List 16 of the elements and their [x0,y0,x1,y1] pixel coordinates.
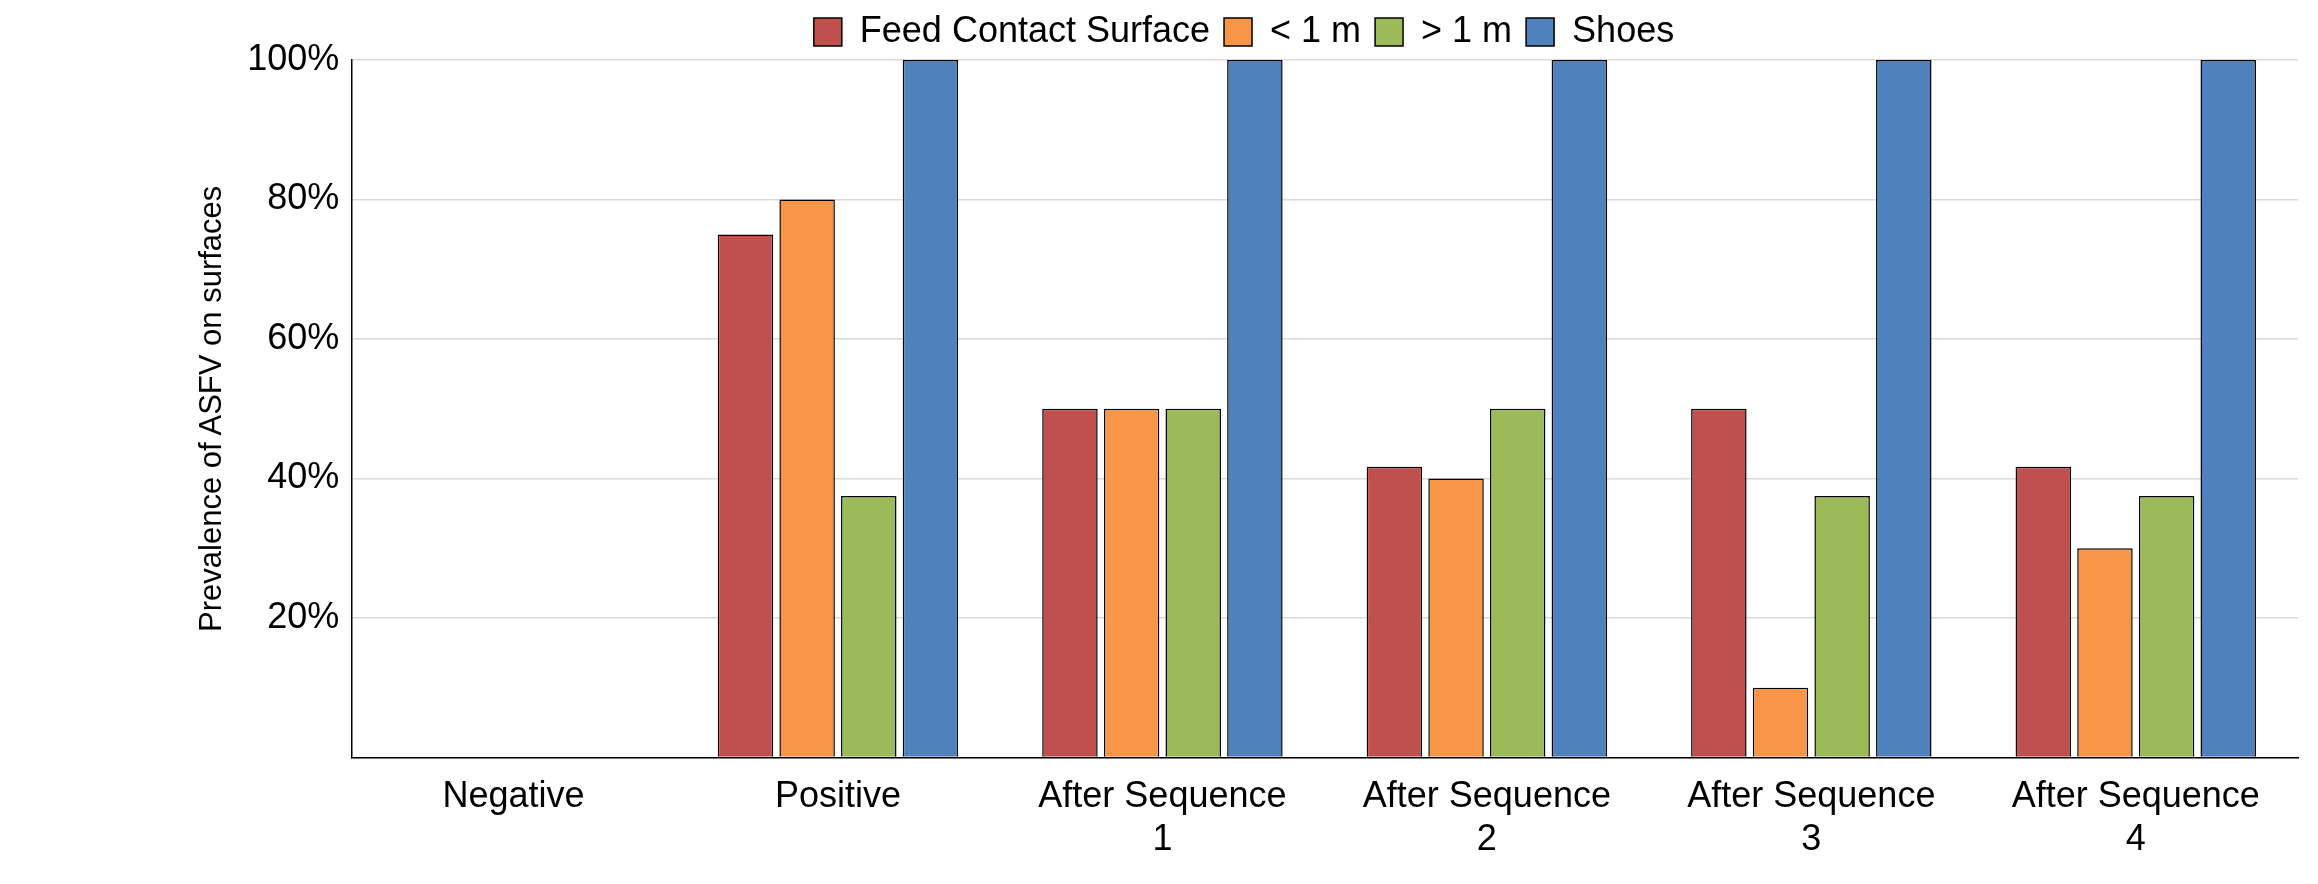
y-tick-label: 60% [267,315,340,357]
x-tick-label: Positive [774,774,901,816]
x-tick-label: Negative [442,774,585,816]
legend-label: < 1 m [1270,8,1362,50]
y-tick-label: 20% [267,595,340,636]
legend-label: Shoes [1572,8,1675,50]
x-tick-label: After Sequence 4 [2011,774,2260,859]
x-tick-label: After Sequence 2 [1362,774,1611,859]
y-tick-label: 40% [267,455,340,497]
legend-label: Feed Contact Surface [859,8,1211,50]
y-axis-title: Prevalence of ASFV on surfaces [193,185,229,632]
legend-label: > 1 m [1421,8,1513,50]
y-tick-label: 100% [247,36,340,78]
x-tick-label: After Sequence 1 [1038,774,1287,859]
y-tick-label: 80% [267,176,340,218]
x-tick-label: After Sequence 3 [1687,774,1936,859]
